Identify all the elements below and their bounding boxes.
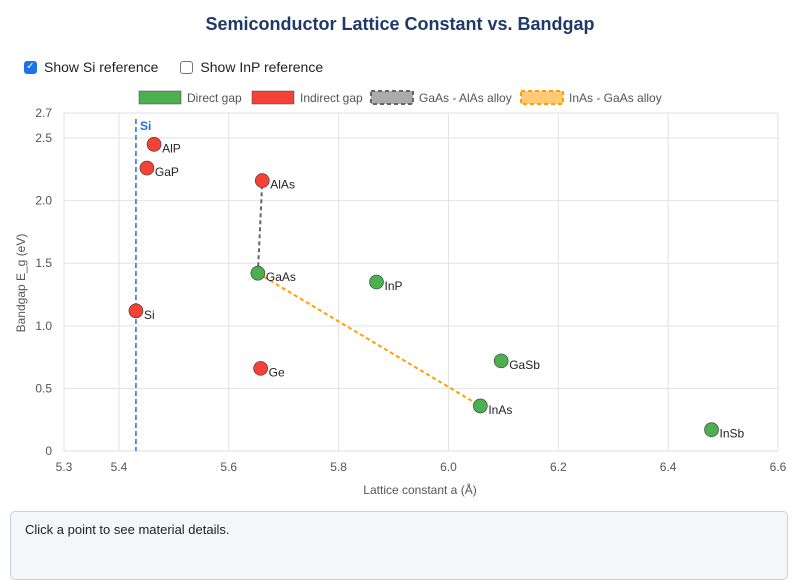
data-point-ge[interactable]: Ge (253, 361, 285, 379)
x-tick-label: 5.6 (220, 460, 237, 474)
data-point-gap[interactable]: GaP (139, 160, 179, 179)
checkmark-icon: ✓ (26, 61, 35, 72)
x-tick-label: 5.8 (330, 460, 347, 474)
point-label: Si (144, 308, 155, 322)
grid-lines (63, 112, 779, 452)
point-label: InP (385, 279, 403, 293)
y-axis-label: Bandgap E_g (eV) (14, 234, 28, 333)
si-reference-label: Si (140, 119, 151, 133)
x-tick-label: 6.6 (770, 460, 787, 474)
inas_gaas-alloy-line (257, 272, 481, 407)
show-inp-checkbox[interactable] (180, 60, 194, 74)
direct-gap-marker[interactable] (493, 353, 509, 369)
show-si-toggle[interactable]: ✓ Show Si reference (24, 59, 158, 75)
scatter-chart: Direct gap Indirect gap GaAs - AlAs alloy I… (14, 90, 787, 497)
point-label: GaAs (266, 270, 296, 284)
y-tick-label: 0.5 (35, 381, 52, 395)
legend-swatch (520, 90, 564, 105)
y-tick-label: 2.7 (35, 106, 52, 120)
data-point-insb[interactable]: InSb (704, 422, 745, 441)
indirect-gap-marker[interactable] (253, 361, 268, 376)
point-label: GaSb (509, 358, 540, 372)
y-tick-label: 1.5 (35, 256, 52, 270)
indirect-gap-marker[interactable] (146, 136, 162, 152)
direct-gap-marker[interactable] (704, 422, 719, 438)
gaas_alas-alloy-line (256, 180, 264, 274)
x-tick-label: 6.0 (440, 460, 457, 474)
legend-item-inas_gaas[interactable]: InAs - GaAs alloy (520, 90, 662, 105)
point-label: AlAs (270, 178, 295, 192)
x-tick-label: 6.4 (660, 460, 677, 474)
legend-item-gaas_alas[interactable]: GaAs - AlAs alloy (370, 90, 512, 105)
point-label: GaP (155, 165, 179, 179)
indirect-gap-marker[interactable] (254, 173, 270, 188)
x-axis-ticks: 5.3 5.4 5.6 5.8 6.0 6.2 6.4 6.6 (56, 460, 787, 474)
data-point-alas[interactable]: AlAs (254, 173, 295, 192)
legend-label: Direct gap (187, 91, 242, 105)
legend-swatch (370, 90, 414, 105)
legend-label: GaAs - AlAs alloy (419, 91, 512, 105)
y-tick-label: 2.5 (35, 131, 52, 145)
legend-label: Indirect gap (300, 91, 363, 105)
direct-gap-marker[interactable] (369, 274, 384, 290)
data-point-inas[interactable]: InAs (473, 398, 512, 417)
si-reference: Si (135, 119, 151, 451)
legend-item-direct[interactable]: Direct gap (138, 90, 242, 105)
legend-label: InAs - GaAs alloy (569, 91, 662, 105)
chart-title: Semiconductor Lattice Constant vs. Bandg… (205, 14, 595, 34)
alloy-lines (256, 180, 481, 407)
y-axis-ticks: 0 0.5 1.0 1.5 2.0 2.5 2.7 (35, 106, 52, 458)
show-inp-toggle[interactable]: Show InP reference (180, 59, 323, 75)
plot-area (63, 112, 779, 452)
point-label: InSb (720, 427, 745, 441)
show-inp-label: Show InP reference (200, 59, 324, 75)
point-label: Ge (269, 365, 285, 379)
reference-controls: ✓ Show Si reference Show InP reference (24, 59, 345, 75)
indirect-gap-marker[interactable] (128, 303, 144, 319)
data-point-si[interactable]: Si (128, 303, 155, 322)
y-tick-label: 2.0 (35, 194, 52, 208)
direct-gap-marker[interactable] (473, 398, 488, 414)
data-points: AlP GaP AlAs Si Ge GaAs InP GaSb InAs InSb (128, 136, 745, 441)
point-label: InAs (488, 403, 512, 417)
x-axis-label: Lattice constant a (Å) (363, 482, 476, 497)
legend-swatch (138, 90, 182, 105)
details-panel: Click a point to see material details. (10, 511, 788, 580)
x-tick-label: 5.4 (111, 460, 128, 474)
direct-gap-marker[interactable] (250, 265, 266, 281)
data-point-gaas[interactable]: GaAs (250, 265, 296, 284)
indirect-gap-marker[interactable] (139, 160, 155, 176)
show-si-checkbox[interactable]: ✓ (24, 60, 37, 74)
x-tick-label: 5.3 (56, 460, 73, 474)
details-text: Click a point to see material details. (25, 522, 230, 537)
data-point-inp[interactable]: InP (369, 274, 403, 293)
y-tick-label: 0 (45, 444, 52, 458)
legend: Direct gap Indirect gap GaAs - AlAs alloy I… (138, 90, 662, 105)
x-tick-label: 6.2 (550, 460, 567, 474)
y-tick-label: 1.0 (35, 319, 52, 333)
legend-item-indirect[interactable]: Indirect gap (251, 90, 363, 105)
show-si-label: Show Si reference (44, 59, 159, 75)
point-label: AlP (162, 141, 181, 155)
data-point-gasb[interactable]: GaSb (493, 353, 540, 372)
legend-swatch (251, 90, 295, 105)
data-point-alp[interactable]: AlP (146, 136, 181, 155)
